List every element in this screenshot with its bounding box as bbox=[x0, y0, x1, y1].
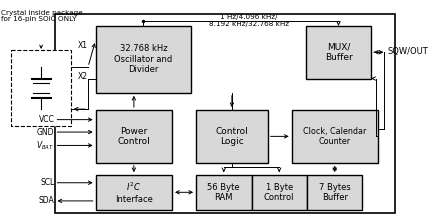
Text: $I^2C$
Interface: $I^2C$ Interface bbox=[115, 181, 153, 204]
Text: MUX/
Buffer: MUX/ Buffer bbox=[325, 43, 353, 62]
Bar bbox=[307, 175, 362, 210]
Bar bbox=[196, 175, 251, 210]
Text: 32.768 kHz
Oscillator and
Divider: 32.768 kHz Oscillator and Divider bbox=[114, 44, 172, 74]
Text: $V_{BAT}$: $V_{BAT}$ bbox=[36, 139, 54, 152]
Text: 1 Hz/4.096 kHz/
8.192 kHz/32.768 kHz: 1 Hz/4.096 kHz/ 8.192 kHz/32.768 kHz bbox=[209, 14, 289, 27]
Bar bbox=[196, 110, 268, 163]
Text: VCC: VCC bbox=[39, 115, 54, 124]
Text: Control
Logic: Control Logic bbox=[216, 127, 248, 146]
Text: 7 Bytes
Buffer: 7 Bytes Buffer bbox=[319, 183, 351, 202]
Text: 56 Byte
RAM: 56 Byte RAM bbox=[207, 183, 240, 202]
Bar bbox=[95, 110, 172, 163]
Text: X1: X1 bbox=[78, 41, 88, 50]
Bar bbox=[306, 26, 371, 78]
Text: SDA: SDA bbox=[39, 196, 54, 205]
Bar bbox=[95, 175, 172, 210]
Text: SQW/OUT: SQW/OUT bbox=[388, 47, 428, 56]
Bar bbox=[292, 110, 378, 163]
Bar bbox=[12, 50, 71, 126]
Text: SCL: SCL bbox=[40, 178, 54, 187]
Bar bbox=[251, 175, 307, 210]
Text: Clock, Calendar
Counter: Clock, Calendar Counter bbox=[303, 127, 366, 146]
Text: X2: X2 bbox=[78, 72, 88, 81]
Bar bbox=[55, 14, 395, 213]
Text: 1 Byte
Control: 1 Byte Control bbox=[264, 183, 295, 202]
Text: GND: GND bbox=[37, 128, 54, 136]
Bar bbox=[95, 26, 191, 93]
Text: Power
Control: Power Control bbox=[118, 127, 150, 146]
Text: for 16-pin SOIC ONLY: for 16-pin SOIC ONLY bbox=[1, 16, 76, 22]
Text: Crystal inside package: Crystal inside package bbox=[1, 10, 83, 16]
